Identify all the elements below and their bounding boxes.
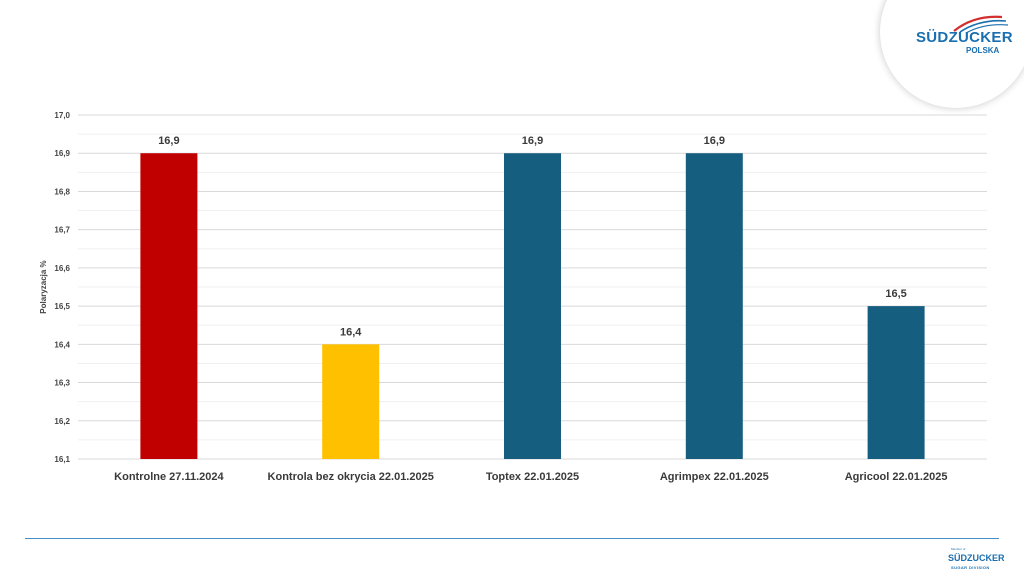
y-tick-label: 17,0 (54, 111, 70, 120)
x-tick-label: Toptex 22.01.2025 (486, 471, 579, 483)
chart-bars (140, 153, 925, 459)
data-label: 16,9 (704, 135, 725, 147)
bar-chart: 16,1 16,2 16,3 16,4 16,5 16,6 16,7 16,8 16,9 17,0… (39, 111, 987, 483)
logo-brand: SÜDZUCKER (916, 29, 1013, 46)
footer-divider (25, 538, 999, 539)
footer-logo-brand: SÜDZUCKER (948, 553, 1005, 563)
y-tick-label: 16,6 (54, 264, 70, 273)
data-label: 16,5 (885, 288, 906, 300)
x-tick-label: Agrimpex 22.01.2025 (660, 471, 769, 483)
footer-logo-tagline: SUGAR DIVISION (951, 565, 990, 570)
bar (867, 306, 925, 459)
x-tick-label: Agricool 22.01.2025 (845, 471, 948, 483)
bar (685, 153, 743, 459)
x-axis-ticks: Kontrolne 27.11.2024 Kontrola bez okrycia… (114, 471, 947, 483)
y-tick-label: 16,7 (54, 226, 70, 235)
data-labels: 16,9 16,4 16,9 16,9 16,5 (158, 135, 907, 338)
footer-logo-member: Member of (951, 547, 966, 551)
x-tick-label: Kontrolne 27.11.2024 (114, 471, 224, 483)
bar (504, 153, 561, 459)
y-tick-label: 16,4 (54, 340, 70, 349)
bar (322, 344, 380, 459)
y-tick-label: 16,3 (54, 379, 70, 388)
logo-swoosh-icon (953, 15, 1009, 34)
y-tick-label: 16,8 (54, 187, 70, 196)
y-tick-label: 16,2 (54, 417, 70, 426)
data-label: 16,4 (340, 326, 362, 338)
x-tick-label: Kontrola bez okrycia 22.01.2025 (268, 471, 434, 483)
data-label: 16,9 (522, 135, 543, 147)
y-axis-label: Polaryzacja % (39, 260, 48, 313)
data-label: 16,9 (158, 135, 179, 147)
y-tick-label: 16,9 (54, 149, 70, 158)
logo-subtitle: POLSKA (966, 46, 1000, 55)
y-tick-label: 16,5 (54, 302, 70, 311)
y-axis-ticks: 16,1 16,2 16,3 16,4 16,5 16,6 16,7 16,8 16,9 17,0 (54, 111, 70, 464)
y-tick-label: 16,1 (54, 455, 70, 464)
bar (140, 153, 198, 459)
